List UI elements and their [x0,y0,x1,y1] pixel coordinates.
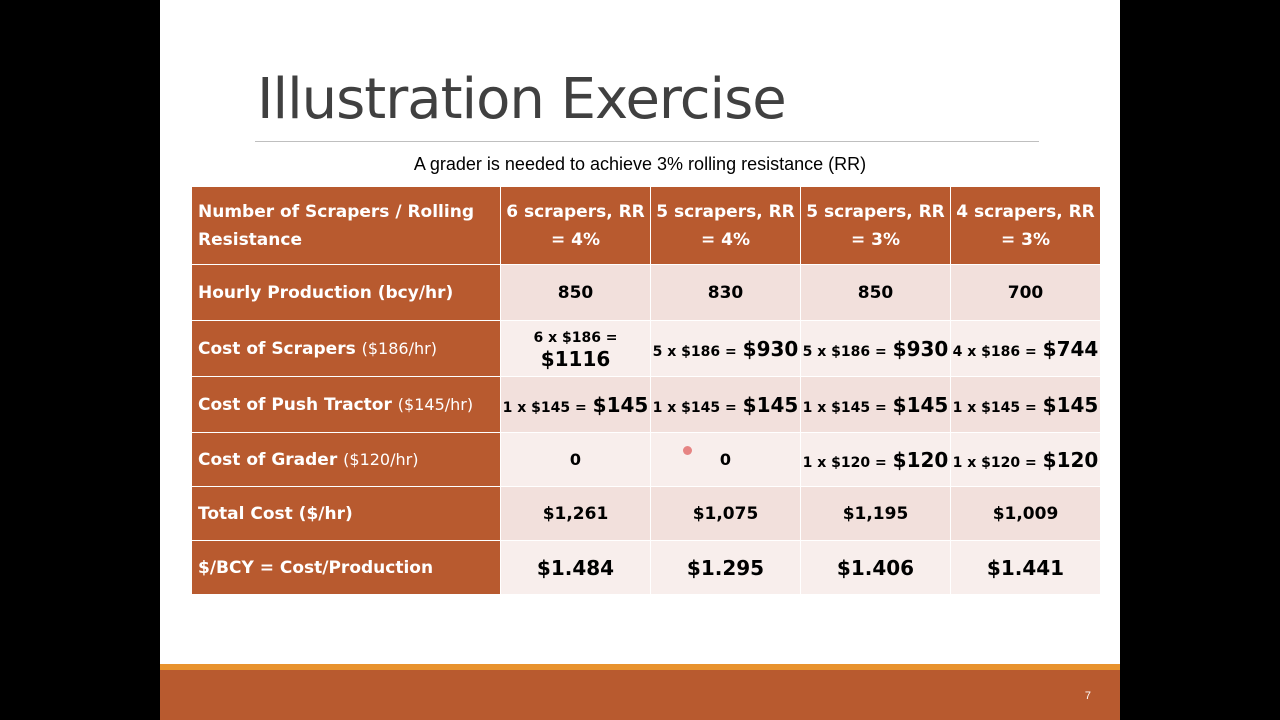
table-cell: 850 [500,264,651,321]
table-cell: $1.441 [950,540,1101,595]
table-cell: $1,075 [650,486,801,541]
cell-value: 830 [707,282,744,303]
row-label: Cost of Scrapers ($186/hr) [191,320,501,377]
cell-amount: $120 [892,447,949,472]
table-cell: $1.406 [800,540,951,595]
column-header: 5 scrapers, RR = 4% [650,186,801,265]
table-cell: 5 x $186 = $930 [800,320,951,377]
slide-title: Illustration Exercise [257,67,787,132]
cell-value: $1,009 [992,503,1059,524]
cell-calculation: 1 x $145 = [502,399,587,416]
table-cell: 0 [500,432,651,487]
cell-calculation: 1 x $120 = [952,454,1037,471]
corner-header: Number of Scrapers / Rolling Resistance [191,186,501,265]
table-cell: 5 x $186 = $930 [650,320,801,377]
cell-amount: $145 [1042,392,1099,417]
row-label-text: Cost of Scrapers [198,338,356,359]
column-header: 4 scrapers, RR = 3% [950,186,1101,265]
cell-amount: $744 [1042,336,1099,361]
cell-calculation: 5 x $186 = [652,343,737,360]
row-label-text: Hourly Production (bcy/hr) [198,282,454,303]
cell-value: 850 [857,282,894,303]
cell-amount: $120 [1042,447,1099,472]
table-cell: $1.295 [650,540,801,595]
table-cell: 830 [650,264,801,321]
cell-value: $1,075 [692,503,759,524]
table-header-row: Number of Scrapers / Rolling Resistance … [191,186,1101,265]
page-number: 7 [1084,690,1091,702]
table-cell: 6 x $186 = $1116 [500,320,651,377]
table-cell: 1 x $145 = $145 [950,376,1101,433]
cell-value: 0 [719,450,732,469]
footer-accent-line [160,664,1120,670]
cell-value: 700 [1007,282,1044,303]
cell-value: $1.484 [536,555,615,580]
table-cell: 850 [800,264,951,321]
column-header: 6 scrapers, RR = 4% [500,186,651,265]
table-cell: 1 x $145 = $145 [650,376,801,433]
cell-value: $1,195 [842,503,909,524]
table-cell: $1.484 [500,540,651,595]
cell-calculation: 1 x $120 = [802,454,887,471]
row-rate: ($145/hr) [397,394,474,414]
table-row: Total Cost ($/hr) $1,261 $1,075 $1,195 $1,00… [191,486,1101,541]
row-label: $/BCY = Cost/Production [191,540,501,595]
table-cell: 1 x $120 = $120 [800,432,951,487]
row-rate: ($186/hr) [361,338,437,358]
cell-value: 850 [557,282,594,303]
cell-calculation: 1 x $145 = [802,399,887,416]
cell-amount: $145 [892,392,949,417]
table-row: Cost of Scrapers ($186/hr) 6 x $186 = $111… [191,320,1101,377]
footer-band [160,664,1120,720]
cell-value: 0 [569,450,582,469]
laser-pointer-dot [683,446,692,455]
row-label-text: $/BCY = Cost/Production [198,557,434,578]
table-cell: 1 x $145 = $145 [800,376,951,433]
cell-amount: $930 [892,336,949,361]
slide-subtitle: A grader is needed to achieve 3% rolling… [413,154,867,174]
table-row: Hourly Production (bcy/hr) 850 830 850 700 [191,264,1101,321]
cell-calculation: 4 x $186 = [952,343,1037,360]
cell-amount: $145 [742,392,799,417]
slide: Illustration Exercise A grader is needed… [160,0,1120,720]
cell-amount: $145 [592,392,649,417]
cell-value: $1.295 [686,555,765,580]
row-label-text: Cost of Push Tractor [198,394,392,415]
cell-value: $1,261 [542,503,609,524]
row-label: Cost of Grader ($120/hr) [191,432,501,487]
table-cell: 1 x $145 = $145 [500,376,651,433]
table-cell: $1,195 [800,486,951,541]
table-row: Cost of Push Tractor ($145/hr) 1 x $145 =… [191,376,1101,433]
table-cell: 0 [650,432,801,487]
cell-value: $1.441 [986,555,1065,580]
row-label: Total Cost ($/hr) [191,486,501,541]
row-rate: ($120/hr) [343,449,419,469]
cell-value: $1.406 [836,555,915,580]
cell-calculation: 5 x $186 = [802,343,887,360]
row-label-text: Total Cost ($/hr) [198,503,353,524]
cell-amount: $1116 [540,346,611,371]
cell-amount: $930 [742,336,799,361]
cell-calculation: 6 x $186 = [533,329,618,346]
row-label: Cost of Push Tractor ($145/hr) [191,376,501,433]
row-label: Hourly Production (bcy/hr) [191,264,501,321]
cell-calculation: 1 x $145 = [952,399,1037,416]
table-cell: $1,261 [500,486,651,541]
table-cell: 1 x $120 = $120 [950,432,1101,487]
cell-calculation: 1 x $145 = [652,399,737,416]
table-row: Cost of Grader ($120/hr) 0 0 1 x $120 = $12… [191,432,1101,487]
table-cell: 4 x $186 = $744 [950,320,1101,377]
title-divider [255,141,1039,142]
row-label-text: Cost of Grader [198,449,338,470]
table-cell: $1,009 [950,486,1101,541]
cost-comparison-table: Number of Scrapers / Rolling Resistance … [191,186,1101,595]
table-cell: 700 [950,264,1101,321]
table-row: $/BCY = Cost/Production $1.484 $1.295 $1.40… [191,540,1101,595]
column-header: 5 scrapers, RR = 3% [800,186,951,265]
